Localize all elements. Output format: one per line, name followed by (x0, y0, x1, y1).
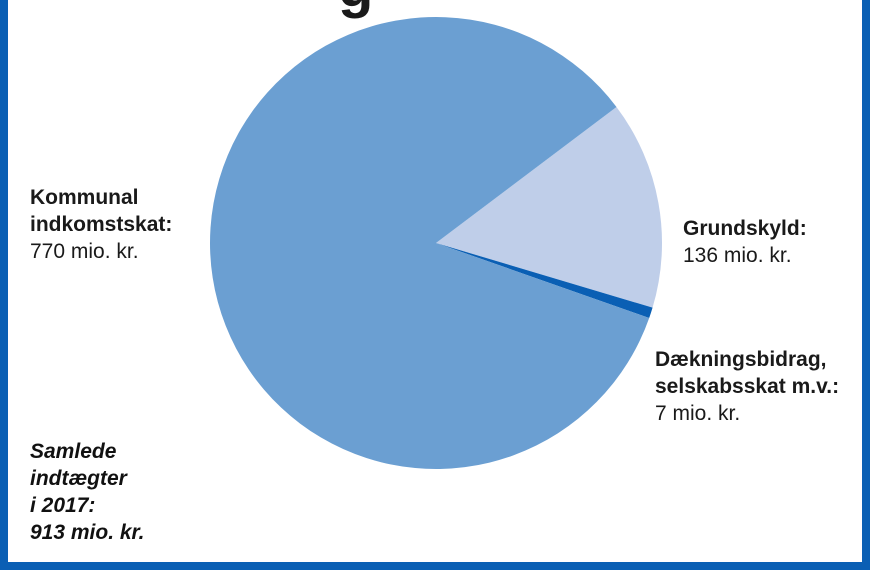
label-daekning-line1: Dækningsbidrag, (655, 348, 827, 371)
label-grundskyld-line1: Grundskyld: (683, 217, 807, 240)
pie-slice-dækningsbidrag-selskabsskat-m-v (436, 243, 653, 319)
label-grundskyld: Grundskyld: 136 mio. kr. (683, 215, 807, 269)
label-kommunal-value: 770 mio. kr. (30, 240, 139, 263)
pie-chart (209, 16, 662, 469)
total-income-note: Samlede indtægter i 2017: 913 mio. kr. (30, 438, 144, 546)
title-fragment: g (338, 0, 373, 16)
label-kommunal-line1: Kommunal (30, 186, 139, 209)
total-line2: indtægter (30, 467, 127, 490)
label-daekning-value: 7 mio. kr. (655, 402, 741, 425)
label-grundskyld-value: 136 mio. kr. (683, 244, 792, 267)
pie-slice-grundskyld (436, 106, 662, 308)
total-line1: Samlede (30, 440, 117, 463)
label-daekning-line2: selskabsskat m.v.: (655, 375, 840, 398)
total-line4: 913 mio. kr. (30, 521, 145, 544)
chart-panel: g Kommunal indkomstskat: 770 mio. kr. Gr… (8, 0, 862, 562)
total-line3: i 2017: (30, 494, 96, 517)
pie-slice-kommunal-indkomstskat (209, 16, 650, 469)
label-daekning: Dækningsbidrag, selskabsskat m.v.: 7 mio… (655, 346, 839, 427)
label-kommunal: Kommunal indkomstskat: 770 mio. kr. (30, 184, 172, 265)
label-kommunal-line2: indkomstskat: (30, 213, 173, 236)
